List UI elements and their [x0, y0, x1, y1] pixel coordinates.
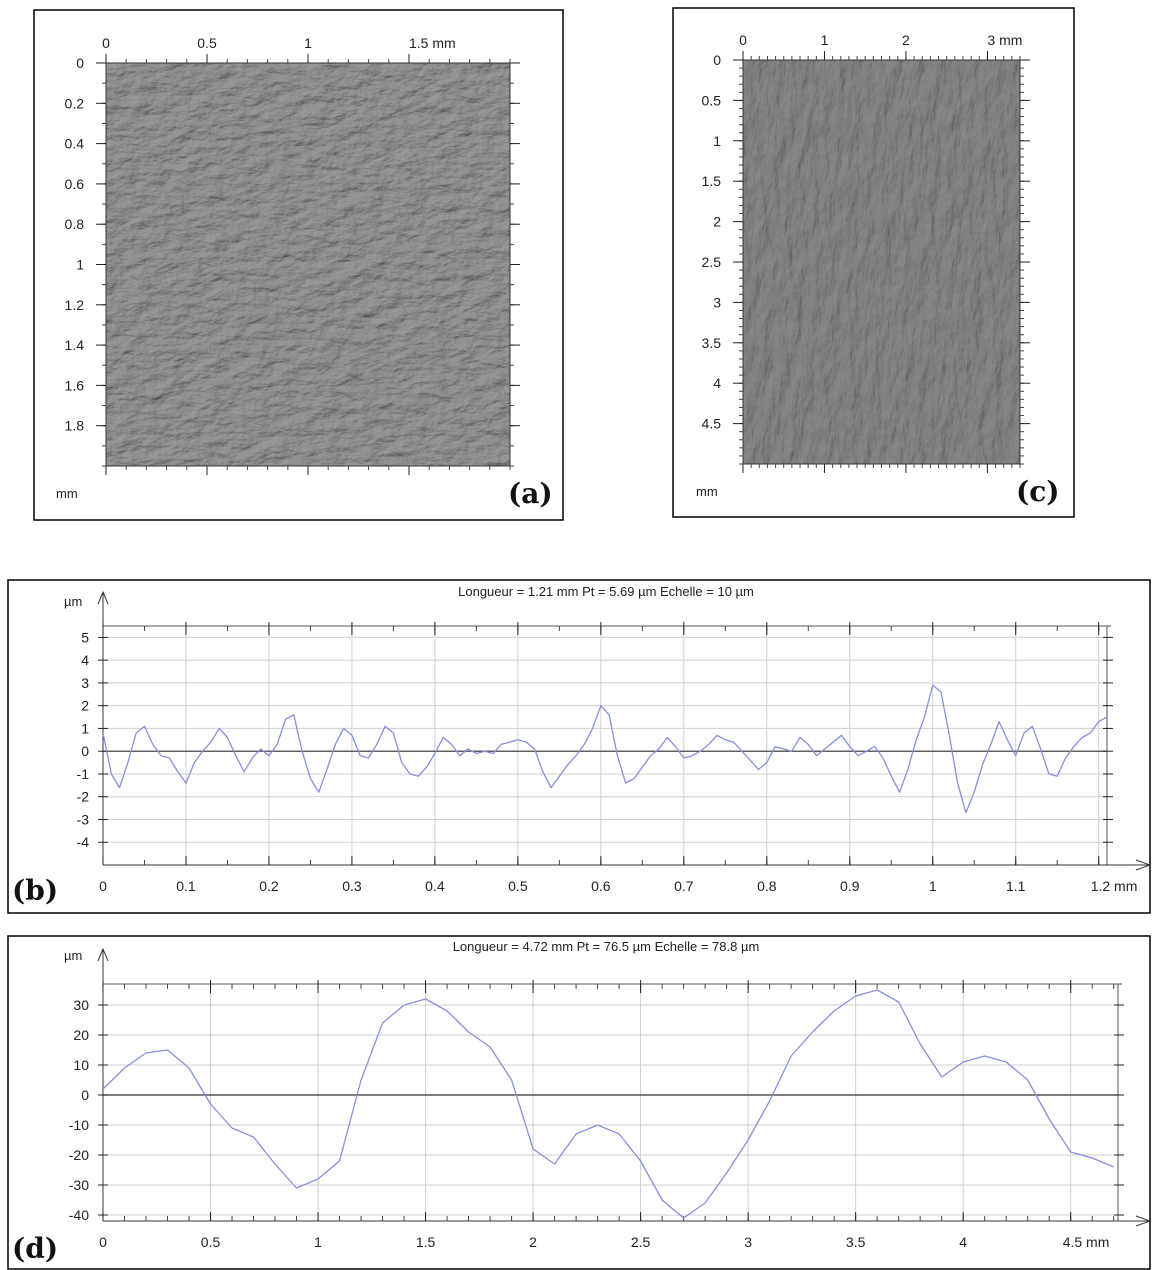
b-x-axis-arrow — [1135, 859, 1152, 871]
d-y-tick-label: -40 — [69, 1207, 89, 1223]
panel-c-unit: mm — [696, 484, 718, 499]
panel-a: 0 0.5 1 1.5 mm 0 0.2 0.4 0.6 0.8 1 1.2 1.4 1.6 1.8 mm… — [33, 9, 564, 521]
b-x-tick-label: 1 — [929, 878, 937, 894]
panel-a-axes: 0 0.5 1 1.5 mm 0 0.2 0.4 0.6 0.8 1 1.2 1.4 1.6 1.8 — [65, 35, 520, 475]
c-x-tick-label: 1 — [821, 32, 829, 48]
a-y-tick-label: 0.2 — [65, 95, 85, 111]
c-y-tick-label: 3 — [713, 294, 721, 310]
a-x-tick-label: 1.5 mm — [409, 35, 456, 51]
c-y-tick-label: 1 — [713, 133, 721, 149]
panel-c-tag: (c) — [1016, 475, 1060, 508]
c-y-tick-label: 0.5 — [702, 92, 722, 108]
panel-a-unit: mm — [56, 486, 78, 501]
d-y-tick-label: -10 — [69, 1117, 89, 1133]
a-y-tick-label: 1.4 — [65, 337, 85, 353]
b-y-tick-label: -4 — [77, 834, 90, 850]
a-y-tick-label: 0.4 — [65, 136, 85, 152]
c-y-tick-label: 4 — [713, 375, 721, 391]
d-y-tick-label: 10 — [73, 1057, 89, 1073]
b-x-tick-label: 0.1 — [176, 878, 196, 894]
d-x-tick-label: 3.5 — [846, 1234, 866, 1250]
d-x-tick-label: 0.5 — [201, 1234, 221, 1250]
d-x-tick-label: 2 — [529, 1234, 537, 1250]
d-x-tick-label: 3 — [744, 1234, 752, 1250]
panel-d-tag: (d) — [12, 1232, 58, 1265]
a-y-tick-label: 1 — [76, 257, 84, 273]
panel-d-y-unit: µm — [64, 948, 82, 963]
c-x-tick-label: 3 mm — [987, 32, 1022, 48]
a-x-tick-label: 0 — [102, 35, 110, 51]
a-y-tick-label: 0 — [76, 55, 84, 71]
panel-c: 0 1 2 3 mm 0 0.5 1 1.5 2 2.5 3 3.5 4 4.5 mm (c) — [672, 7, 1075, 518]
b-x-tick-label: 0.7 — [674, 878, 694, 894]
panel-d: Longueur = 4.72 mm Pt = 76.5 µm Echelle … — [7, 935, 1152, 1270]
panel-a-tag: (a) — [508, 477, 553, 510]
c-y-tick-label: 4.5 — [702, 416, 722, 432]
b-profile-line — [102, 684, 1108, 814]
panel-d-plot: 0 0.5 1 1.5 2 2.5 3 3.5 4 4.5 mm 30 20 10 0 -10 -20 -30 -… — [69, 947, 1152, 1250]
panel-a-surface-image — [106, 63, 510, 466]
c-y-tick-label: 3.5 — [702, 335, 722, 351]
c-x-tick-label: 0 — [739, 32, 747, 48]
b-x-tick-label: 0.6 — [591, 878, 611, 894]
a-y-tick-label: 1.6 — [65, 377, 85, 393]
c-y-tick-label: 1.5 — [702, 173, 722, 189]
c-x-tick-label: 2 — [902, 32, 910, 48]
panel-b-title: Longueur = 1.21 mm Pt = 5.69 µm Echelle … — [458, 584, 754, 599]
b-y-tick-label: -1 — [77, 766, 90, 782]
b-x-tick-label: 0.4 — [425, 878, 445, 894]
d-x-tick-label: 4.5 mm — [1063, 1234, 1110, 1250]
d-x-tick-label: 2.5 — [631, 1234, 651, 1250]
d-x-tick-label: 0 — [99, 1234, 107, 1250]
panel-b-plot: 0 0.1 0.2 0.3 0.4 0.5 0.6 0.7 0.8 0.9 1 1.1 1.2 mm 5 4… — [77, 590, 1152, 894]
b-x-tick-label: 1.1 — [1006, 878, 1026, 894]
b-y-tick-label: 0 — [81, 743, 89, 759]
d-y-axis-arrow — [97, 947, 109, 962]
panel-b-y-unit: µm — [64, 594, 82, 609]
d-x-tick-label: 1 — [314, 1234, 322, 1250]
c-y-tick-label: 2.5 — [702, 254, 722, 270]
a-x-tick-label: 0.5 — [197, 35, 217, 51]
b-y-tick-label: -3 — [77, 811, 90, 827]
panel-c-axes: 0 1 2 3 mm 0 0.5 1 1.5 2 2.5 3 3.5 4 4.5 — [702, 32, 1030, 473]
b-x-tick-label: 0.8 — [757, 878, 777, 894]
panel-b: Longueur = 1.21 mm Pt = 5.69 µm Echelle … — [7, 579, 1152, 914]
d-y-tick-label: 0 — [81, 1087, 89, 1103]
b-y-tick-label: -2 — [77, 789, 90, 805]
d-profile-line — [102, 989, 1114, 1219]
a-y-tick-label: 0.6 — [65, 176, 85, 192]
d-x-tick-label: 4 — [959, 1234, 967, 1250]
d-y-tick-label: -30 — [69, 1177, 89, 1193]
b-y-tick-label: 1 — [81, 720, 89, 736]
d-x-axis-arrow — [1135, 1215, 1152, 1227]
panel-d-title: Longueur = 4.72 mm Pt = 76.5 µm Echelle … — [453, 939, 760, 954]
b-y-tick-label: 2 — [81, 698, 89, 714]
d-y-tick-label: 20 — [73, 1027, 89, 1043]
a-y-tick-label: 0.8 — [65, 216, 85, 232]
b-x-tick-label: 1.2 mm — [1091, 878, 1138, 894]
c-y-tick-label: 0 — [713, 52, 721, 68]
b-y-axis-arrow — [97, 590, 109, 605]
d-y-tick-label: 30 — [73, 997, 89, 1013]
panel-d-frame — [7, 935, 1151, 1270]
b-x-tick-label: 0 — [99, 878, 107, 894]
b-y-tick-label: 5 — [81, 629, 89, 645]
b-y-tick-label: 3 — [81, 675, 89, 691]
b-x-tick-label: 0.2 — [259, 878, 279, 894]
a-y-tick-label: 1.2 — [65, 297, 85, 313]
c-y-tick-label: 2 — [713, 214, 721, 230]
panel-c-surface-image — [743, 60, 1020, 464]
b-x-tick-label: 0.5 — [508, 878, 528, 894]
b-x-tick-label: 0.9 — [840, 878, 860, 894]
d-y-tick-label: -20 — [69, 1147, 89, 1163]
b-y-tick-label: 4 — [81, 652, 89, 668]
panel-b-frame — [7, 579, 1151, 914]
a-x-tick-label: 1 — [304, 35, 312, 51]
d-x-tick-label: 1.5 — [416, 1234, 436, 1250]
a-y-tick-label: 1.8 — [65, 418, 85, 434]
panel-b-tag: (b) — [12, 874, 58, 907]
b-x-tick-label: 0.3 — [342, 878, 362, 894]
